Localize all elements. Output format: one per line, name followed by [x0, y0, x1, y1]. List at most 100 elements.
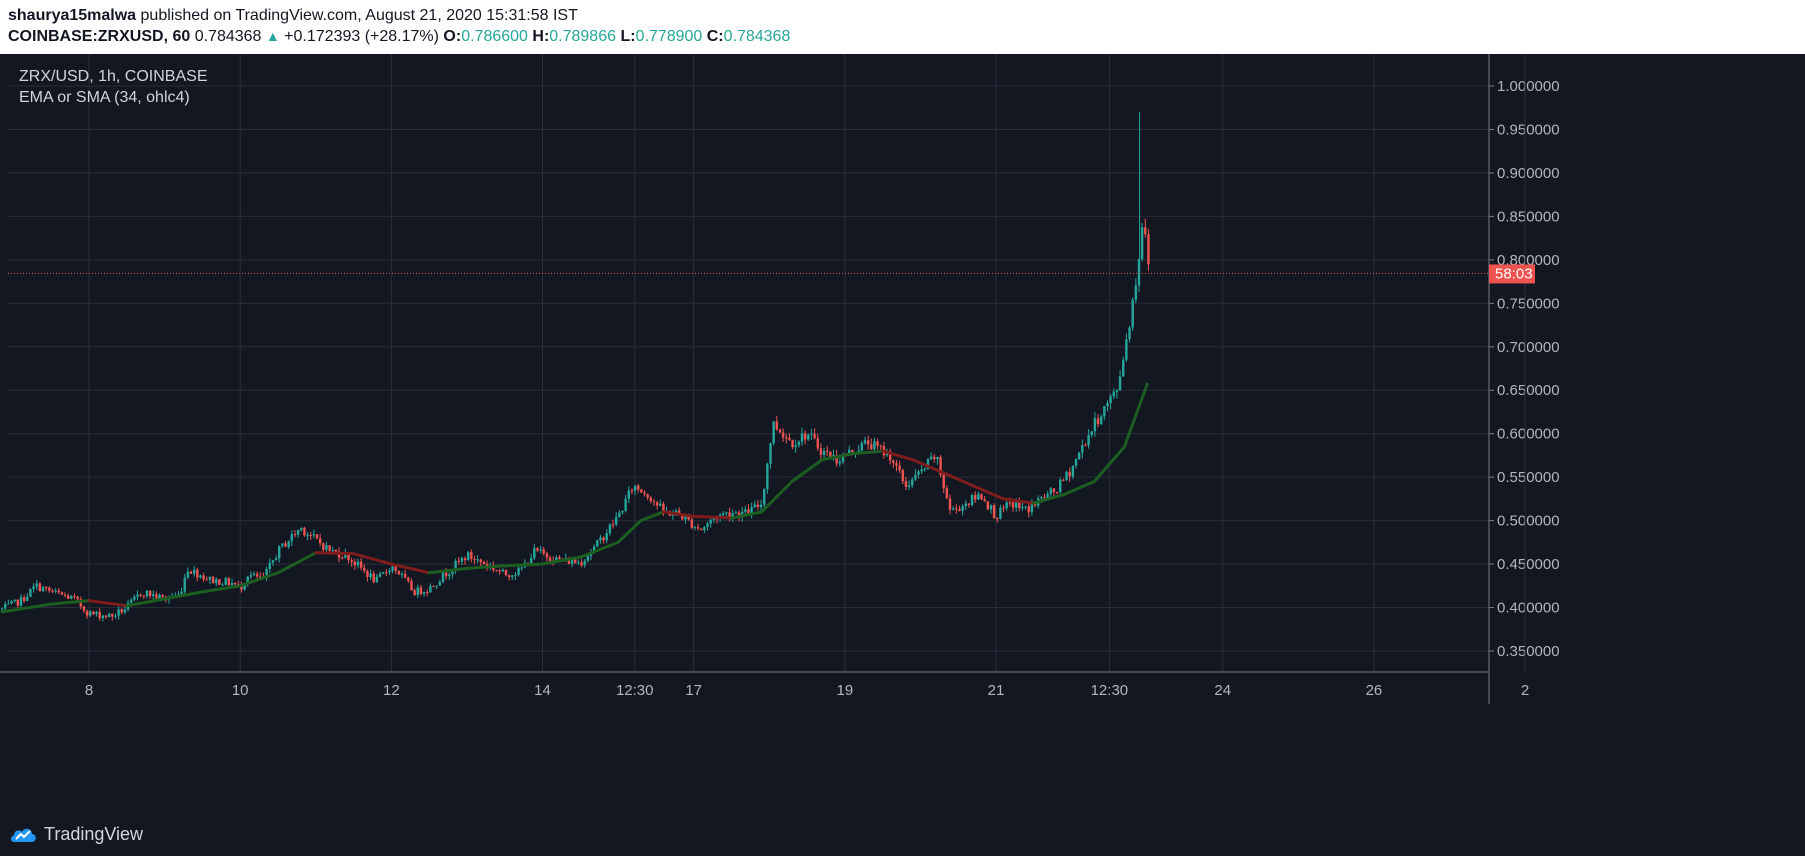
candle-body — [662, 503, 665, 512]
candle-body — [44, 587, 48, 589]
candle-body — [1062, 479, 1065, 481]
candle-body — [341, 557, 344, 559]
candle-body — [914, 474, 917, 480]
candle-body — [1128, 327, 1131, 340]
ma-segment — [49, 599, 91, 606]
candle-body — [996, 518, 999, 520]
candle-body — [599, 537, 602, 541]
chart-legend: ZRX/USD, 1h, COINBASE EMA or SMA (34, oh… — [19, 66, 208, 108]
candle-body — [763, 489, 766, 505]
candle-body — [866, 440, 870, 445]
candle-body — [605, 533, 608, 541]
ma-segment — [971, 484, 1006, 501]
candle-body — [460, 558, 464, 562]
candle-body — [898, 465, 901, 471]
candle-body — [35, 583, 38, 587]
candle-body — [57, 590, 60, 593]
candle-body — [233, 582, 237, 585]
candle-body — [592, 546, 596, 553]
candle-body — [4, 604, 7, 609]
candle-body — [369, 573, 372, 578]
candle-body — [359, 561, 363, 568]
candle-body — [655, 502, 659, 506]
candle-body — [785, 437, 788, 439]
candle-body — [1043, 497, 1046, 499]
candle-body — [539, 549, 542, 551]
candle-body — [95, 611, 98, 615]
candle-body — [101, 615, 105, 619]
candle-body — [873, 441, 876, 450]
candle-body — [89, 611, 92, 616]
candle-body — [816, 438, 819, 449]
candle-body — [640, 489, 643, 493]
ma-segment — [465, 564, 507, 570]
candle-body — [901, 470, 904, 482]
candle-body — [230, 582, 234, 585]
candle-body — [1106, 402, 1109, 407]
candle-body — [98, 611, 101, 619]
candle-body — [570, 559, 574, 564]
price-change: +0.172393 (+28.17%) — [279, 28, 444, 45]
candle-body — [495, 570, 498, 572]
candle-body — [1068, 471, 1071, 477]
candle-body — [479, 559, 482, 563]
brand-label: TradingView — [44, 824, 144, 844]
open-value: 0.786600 — [461, 28, 528, 45]
author-name[interactable]: shaurya15malwa — [8, 7, 137, 24]
candle-body — [684, 516, 687, 520]
candle-body — [1018, 502, 1021, 509]
candle-body — [1118, 376, 1122, 391]
low-label: L: — [616, 28, 636, 45]
candle-body — [652, 501, 656, 503]
candle-body — [19, 597, 23, 606]
ma-segment — [1122, 382, 1149, 449]
ma-segment — [911, 458, 945, 475]
candle-body — [948, 498, 952, 510]
candle-body — [974, 495, 977, 500]
candle-body — [70, 595, 73, 599]
candle-body — [136, 594, 139, 597]
candle-body — [788, 437, 791, 440]
candle-body — [7, 603, 10, 605]
candle-body — [1074, 459, 1078, 466]
price-label: 58:03 — [1495, 265, 1533, 282]
candle-body — [281, 543, 284, 546]
price-label-box — [1489, 264, 1535, 284]
candle-body — [249, 575, 253, 577]
candle-body — [803, 433, 807, 440]
candle-body — [876, 441, 879, 446]
x-tick-label: 12:30 — [1091, 682, 1129, 699]
high-label: H: — [527, 28, 550, 45]
candle-body — [38, 583, 42, 592]
ma-segment — [238, 571, 280, 588]
candle-body — [555, 557, 558, 563]
candle-body — [618, 512, 621, 518]
candle-body — [955, 508, 958, 510]
candle-body — [221, 584, 224, 586]
candle-body — [271, 560, 275, 563]
candle-body — [482, 562, 486, 565]
ma-segment — [881, 449, 915, 462]
candle-body — [1134, 285, 1138, 300]
candle-body — [107, 613, 111, 618]
candle-body — [1112, 391, 1115, 397]
price-chart[interactable]: 1.0000000.9500000.9000000.8500000.800000… — [0, 54, 1805, 816]
cloud-icon — [11, 828, 36, 842]
ma-segment — [352, 552, 393, 566]
candle-body — [381, 572, 385, 574]
ma-segment — [0, 602, 53, 614]
candle-body — [16, 599, 20, 606]
x-tick-label: 26 — [1366, 682, 1383, 699]
candle-body — [888, 451, 892, 461]
close-label: C: — [702, 28, 724, 45]
candle-body — [879, 445, 882, 447]
candle-body — [529, 558, 533, 565]
candle-body — [596, 540, 599, 547]
publish-header: shaurya15malwa published on TradingView.… — [0, 0, 1805, 54]
candle-body — [608, 524, 612, 534]
candle-body — [397, 570, 401, 575]
candle-body — [259, 576, 262, 578]
candle-body — [10, 601, 13, 604]
y-tick-label: 0.600000 — [1497, 426, 1560, 443]
tradingview-logo[interactable]: TradingView — [10, 824, 143, 845]
